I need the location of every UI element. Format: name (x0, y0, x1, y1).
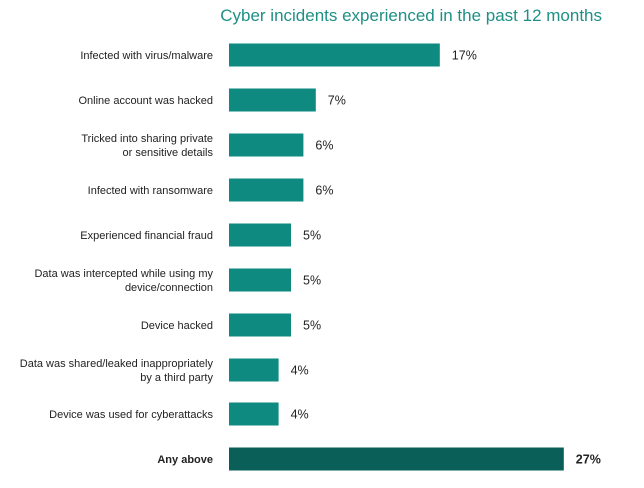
bar-8 (229, 358, 279, 382)
category-label-line: Online account was hacked (78, 95, 213, 107)
value-label-6: 5% (303, 274, 321, 288)
bar-1 (229, 43, 440, 67)
bar-10 (229, 447, 564, 471)
value-label-10: 27% (576, 453, 601, 467)
chart-title: Cyber incidents experienced in the past … (220, 6, 602, 25)
value-labels-group: 17% 7% 6% 6% 5% 5% 5% 4% 4% 27% (291, 49, 601, 467)
bars-group (229, 43, 564, 471)
category-label-line: Infected with virus/malware (80, 50, 213, 62)
category-label-line: Device was used for cyberattacks (49, 409, 213, 421)
category-label-9: Device was used for cyberattacks (49, 409, 213, 421)
bar-5 (229, 223, 291, 247)
category-label-line: device/connection (125, 282, 213, 294)
bar-4 (229, 178, 304, 202)
category-label-6: Data was intercepted while using my devic… (34, 268, 213, 294)
bar-3 (229, 133, 304, 157)
bar-2 (229, 88, 316, 112)
category-label-7: Device hacked (141, 320, 213, 332)
value-label-4: 6% (315, 184, 333, 198)
category-label-line: Experienced financial fraud (80, 230, 213, 242)
value-label-9: 4% (291, 408, 309, 422)
value-label-3: 6% (315, 139, 333, 153)
category-label-line: or sensitive details (123, 147, 214, 159)
bar-9 (229, 402, 279, 426)
category-label-line: Infected with ransomware (88, 185, 213, 197)
category-label-line: Data was intercepted while using my (34, 268, 213, 280)
category-label-4: Infected with ransomware (88, 185, 213, 197)
value-label-1: 17% (452, 49, 477, 63)
bar-7 (229, 313, 291, 337)
category-label-8: Data was shared/leaked inappropriately by… (20, 358, 214, 384)
bar-6 (229, 268, 291, 292)
value-label-5: 5% (303, 229, 321, 243)
value-label-2: 7% (328, 94, 346, 108)
category-label-3: Tricked into sharing private or sensitive… (81, 133, 213, 159)
category-label-line: by a third party (140, 372, 213, 384)
category-label-2: Online account was hacked (78, 95, 213, 107)
category-label-line: Data was shared/leaked inappropriately (20, 358, 214, 370)
category-label-line: Device hacked (141, 320, 213, 332)
category-label-5: Experienced financial fraud (80, 230, 213, 242)
category-label-line: Any above (157, 454, 213, 466)
category-label-1: Infected with virus/malware (80, 50, 213, 62)
value-label-7: 5% (303, 319, 321, 333)
category-labels-group: Infected with virus/malware Online accoun… (20, 50, 214, 466)
category-label-line: Tricked into sharing private (81, 133, 213, 145)
value-label-8: 4% (291, 364, 309, 378)
category-label-10: Any above (157, 454, 213, 466)
